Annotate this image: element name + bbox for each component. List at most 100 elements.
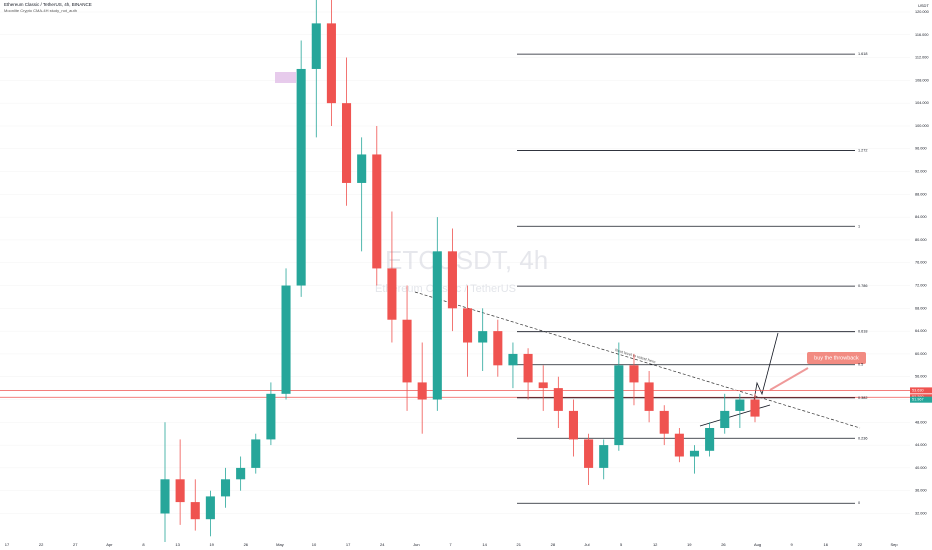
chart-title: Ethereum Classic / TetherUS, 4h, BINANCE	[4, 2, 92, 7]
price-tag	[910, 387, 932, 394]
candle-body	[568, 410, 578, 440]
x-tick-label: 7	[449, 542, 452, 547]
y-tick-label: 44.000	[915, 443, 927, 447]
fib-label: 0.5	[858, 363, 863, 367]
y-tick-label: 96.000	[915, 147, 927, 151]
y-tick-label: 60.000	[915, 352, 927, 356]
y-tick-label: 48.000	[915, 420, 927, 424]
candle-body	[220, 479, 231, 497]
x-tick-label: 9	[791, 542, 794, 547]
watermark: ETCUSDT, 4h	[385, 245, 548, 275]
candle-body	[523, 353, 533, 383]
marks: 1.618 1.272 1 0.786 0.618 0.5 0.382 0.236 0	[0, 0, 910, 542]
candle-body	[190, 502, 200, 520]
candle-body	[463, 308, 473, 343]
y-tick-label: 88.000	[915, 192, 927, 196]
x-tick-label: 12	[653, 542, 658, 547]
annotation-box	[807, 352, 866, 364]
candle-body	[417, 382, 427, 400]
y-tick-label: 56.000	[915, 375, 927, 379]
candle-body	[493, 331, 503, 366]
x-tick-label: 8	[142, 542, 145, 547]
candle-body	[720, 410, 730, 429]
fib-label: 0.382	[858, 396, 868, 400]
candle-body	[205, 496, 215, 520]
fib-label: 0.786	[858, 284, 868, 288]
annotation-text: buy the throwback	[814, 355, 859, 361]
fib-label: 1.618	[858, 52, 868, 56]
candle-body	[750, 399, 760, 417]
candle-body	[251, 439, 261, 468]
candle-body	[387, 268, 397, 320]
x-tick-label: 24	[380, 542, 385, 547]
y-tick-label: 64.000	[915, 329, 927, 333]
y-tick-label: 36.000	[915, 489, 927, 493]
y-tick-label: 80.000	[915, 238, 927, 242]
candle-body	[478, 331, 488, 343]
x-tick-label: 17	[346, 542, 351, 547]
candle-body	[584, 439, 594, 468]
candle-body	[508, 353, 518, 366]
y-tick-label: 104.000	[915, 101, 929, 105]
x-tick-label: Jul	[584, 542, 589, 547]
y-tick-label: 112.000	[915, 56, 928, 60]
x-tick-label: 22	[858, 542, 863, 547]
candle-body	[659, 410, 669, 434]
x-tick-label: 26	[244, 542, 249, 547]
last-price-label: 51.967	[912, 398, 924, 402]
candle-body	[372, 154, 382, 269]
trendline	[414, 291, 861, 429]
candle-body	[705, 428, 715, 451]
last-price-tag	[910, 396, 932, 403]
candle-body	[266, 393, 276, 440]
y-tick-label: 100.000	[915, 124, 929, 128]
x-tick-label: 19	[687, 542, 692, 547]
y-axis-label: USDT	[918, 3, 929, 8]
x-tick-label: 27	[73, 542, 78, 547]
candle-body	[447, 251, 457, 309]
candle-body	[432, 251, 442, 400]
x-tick-label: 19	[209, 542, 214, 547]
y-tick-label: 84.000	[915, 215, 927, 219]
x-tick-label: 17	[5, 542, 10, 547]
candle-body	[326, 23, 336, 104]
fib-label: 0.618	[858, 330, 868, 334]
fib-label: 1	[858, 224, 860, 228]
candle-body	[599, 445, 609, 468]
y-tick-label: 76.000	[915, 261, 927, 265]
candle-body	[689, 450, 700, 457]
y-tick-label: 32.000	[915, 511, 927, 515]
x-tick-label: 21	[517, 542, 522, 547]
candle-body	[538, 382, 548, 389]
candle-body	[175, 479, 185, 503]
y-tick-label: 108.000	[915, 78, 929, 82]
x-tick-label: 22	[39, 542, 44, 547]
y-tick-label: 116.000	[915, 33, 928, 37]
candle-body	[614, 365, 624, 446]
x-tick-label: 13	[175, 542, 180, 547]
candle-body	[735, 399, 745, 411]
candle-body	[281, 285, 291, 394]
candle-body	[644, 382, 654, 411]
x-tick-label: 26	[721, 542, 726, 547]
candle-body	[236, 467, 246, 480]
grid	[0, 11, 910, 514]
candle-body	[342, 103, 352, 183]
x-tick-label: 10	[312, 542, 317, 547]
candle-body	[357, 154, 367, 183]
fib-label: 1.272	[858, 148, 868, 152]
x-tick-label: 5	[620, 542, 623, 547]
price-axis	[910, 0, 932, 550]
candle-body	[160, 479, 170, 514]
x-tick-label: Apr	[106, 542, 113, 547]
arrow	[769, 367, 809, 391]
candle-body	[674, 433, 684, 457]
x-tick-label: Sep	[890, 542, 898, 547]
watermark-sub: Ethereum Classic / TetherUS	[375, 283, 516, 295]
price-tag-label: 53.630	[912, 388, 924, 392]
candle-body	[311, 23, 321, 69]
fib-label: 0	[858, 501, 860, 505]
x-tick-label: 14	[482, 542, 487, 547]
